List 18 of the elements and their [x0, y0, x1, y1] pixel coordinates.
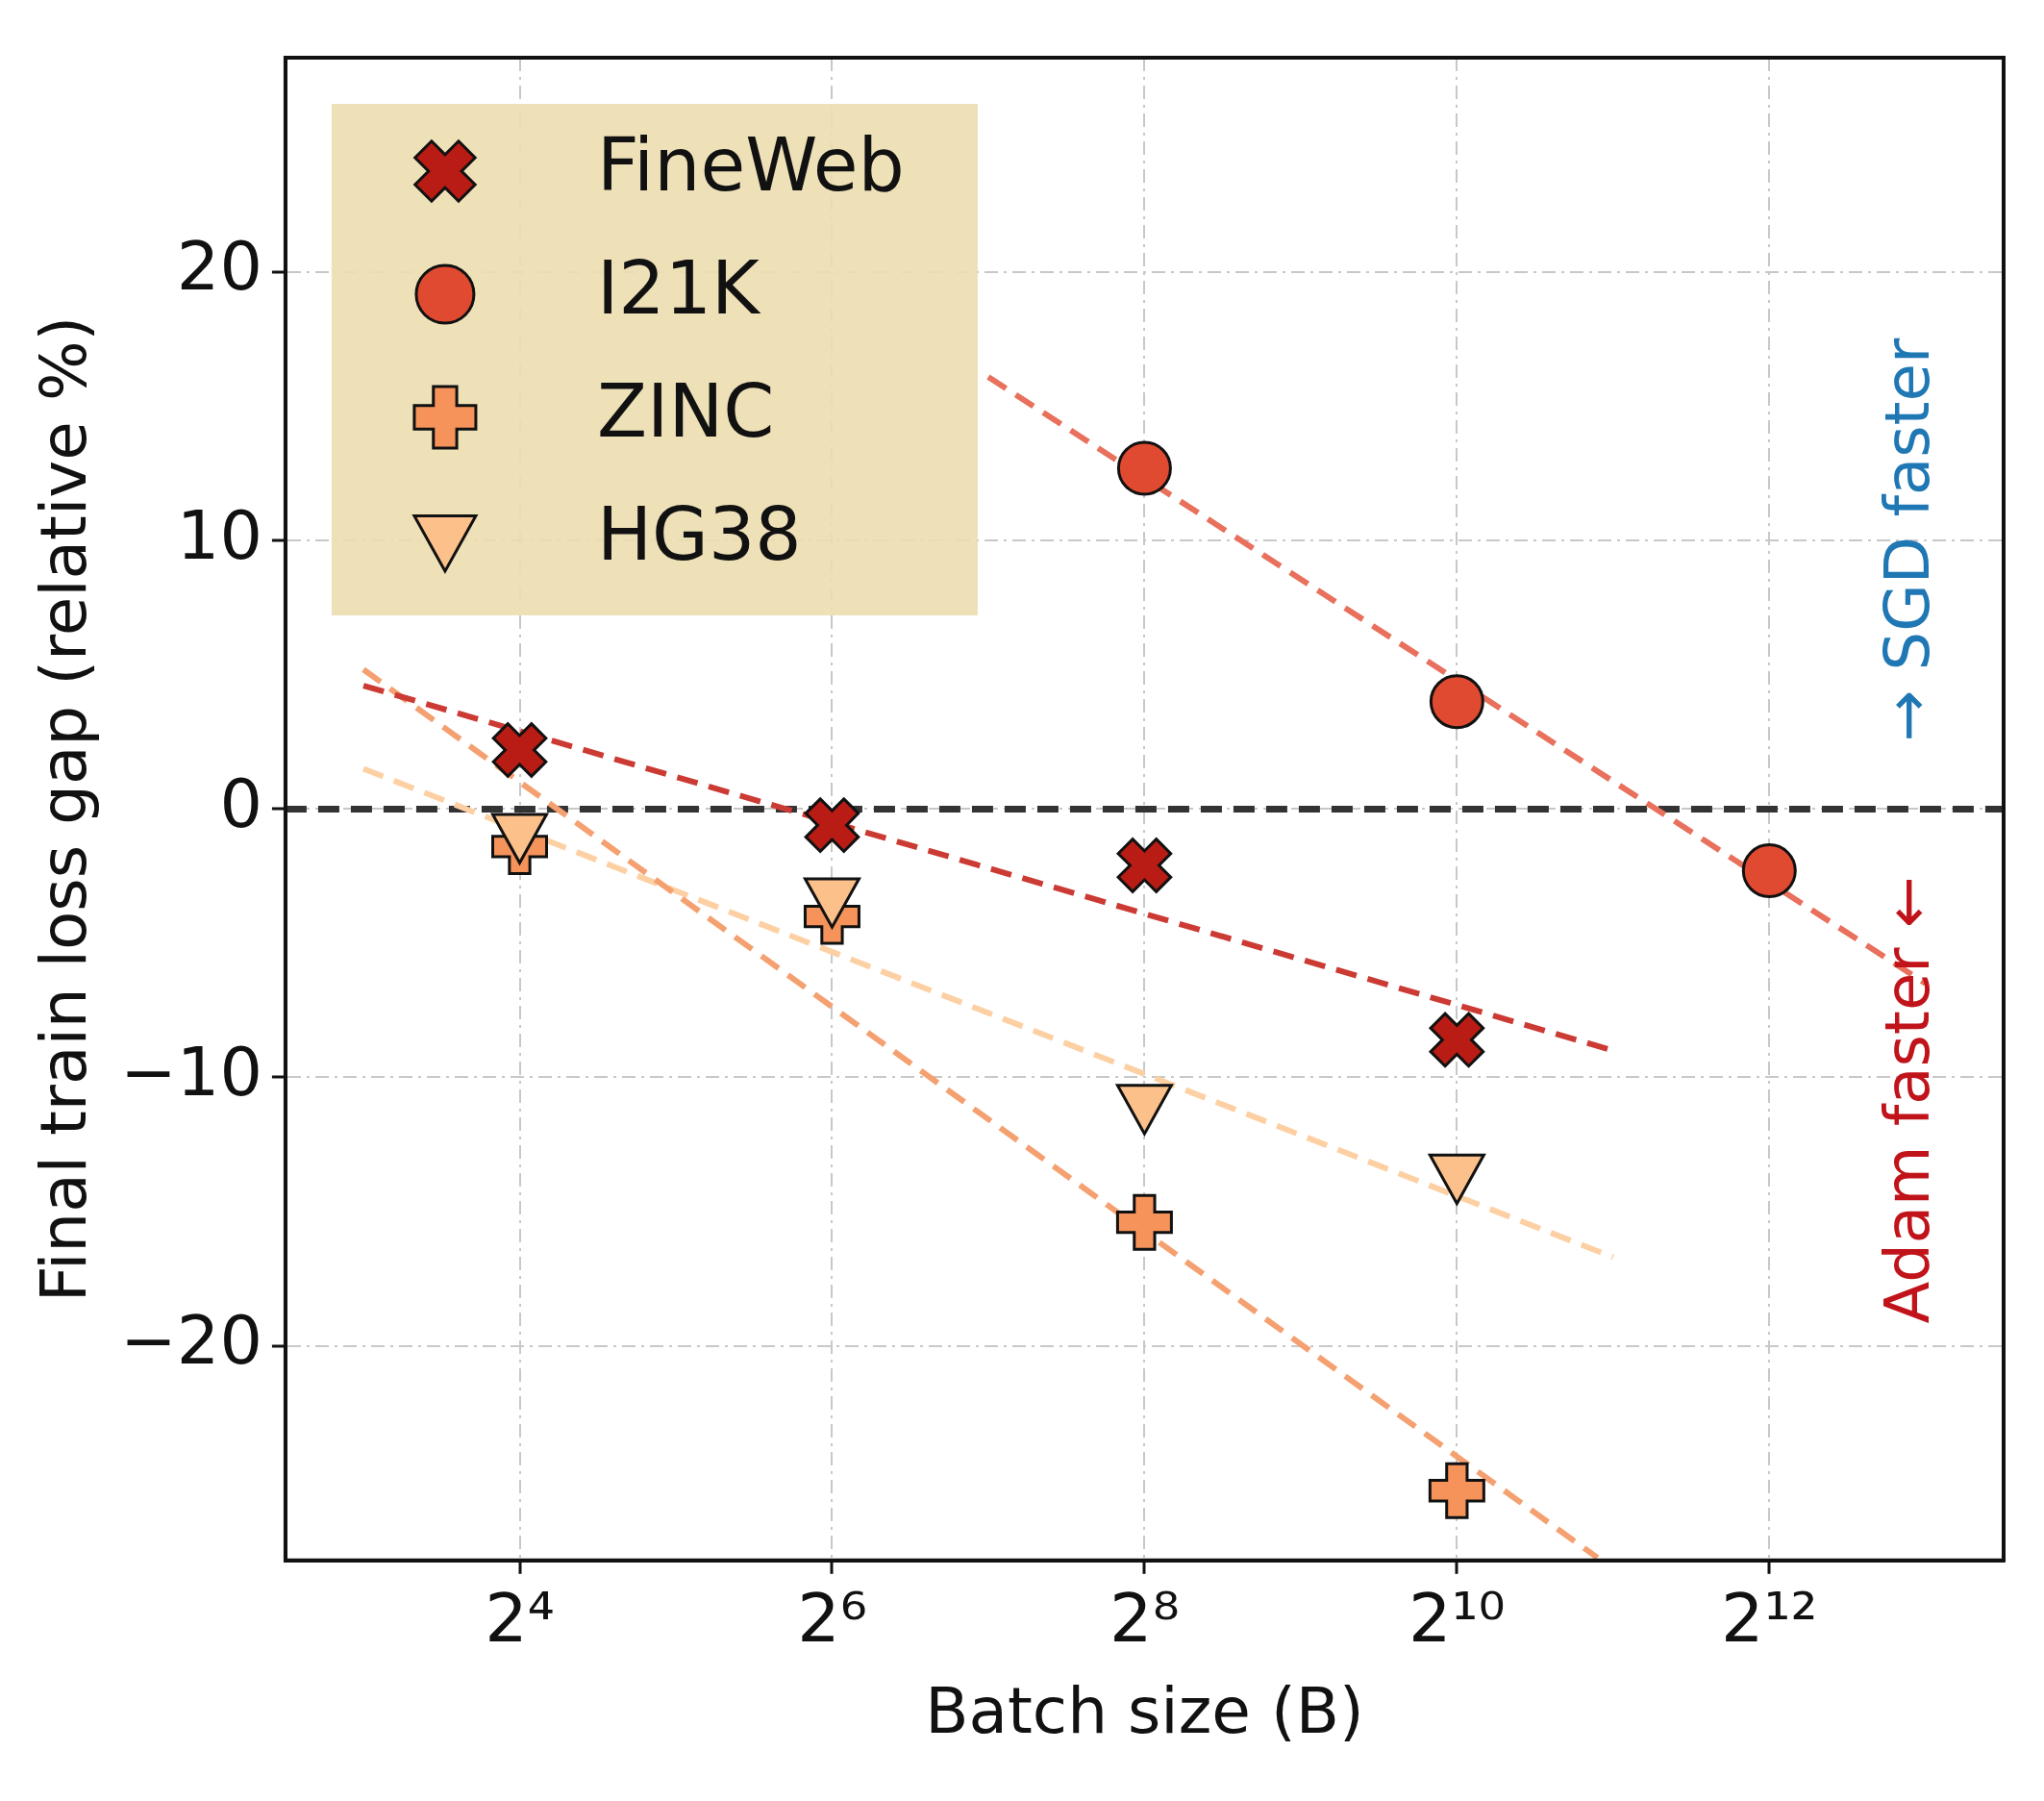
legend-label: I21K [596, 244, 762, 331]
x-tick-label: 2¹⁰ [1408, 1578, 1506, 1658]
annotation: → SGD faster [1871, 338, 1943, 742]
legend-label: HG38 [596, 490, 802, 577]
x-tick-label: 2⁶ [797, 1578, 867, 1658]
x-tick-label: 2⁸ [1109, 1578, 1180, 1658]
y-tick-label: −20 [120, 1300, 262, 1380]
legend-label: FineWeb [596, 121, 905, 208]
y-tick-label: −10 [120, 1032, 262, 1112]
legend-label: ZINC [596, 367, 775, 454]
y-tick-label: 0 [219, 763, 262, 843]
y-axis-title: Final train loss gap (relative %) [26, 315, 101, 1303]
x-tick-label: 2⁴ [485, 1578, 555, 1658]
y-tick-label: 20 [176, 227, 262, 307]
x-axis-title: Batch size (B) [925, 1673, 1364, 1748]
y-tick-label: 10 [176, 495, 262, 575]
x-tick-label: 2¹² [1720, 1578, 1818, 1658]
annotation: Adam faster ← [1871, 876, 1943, 1324]
